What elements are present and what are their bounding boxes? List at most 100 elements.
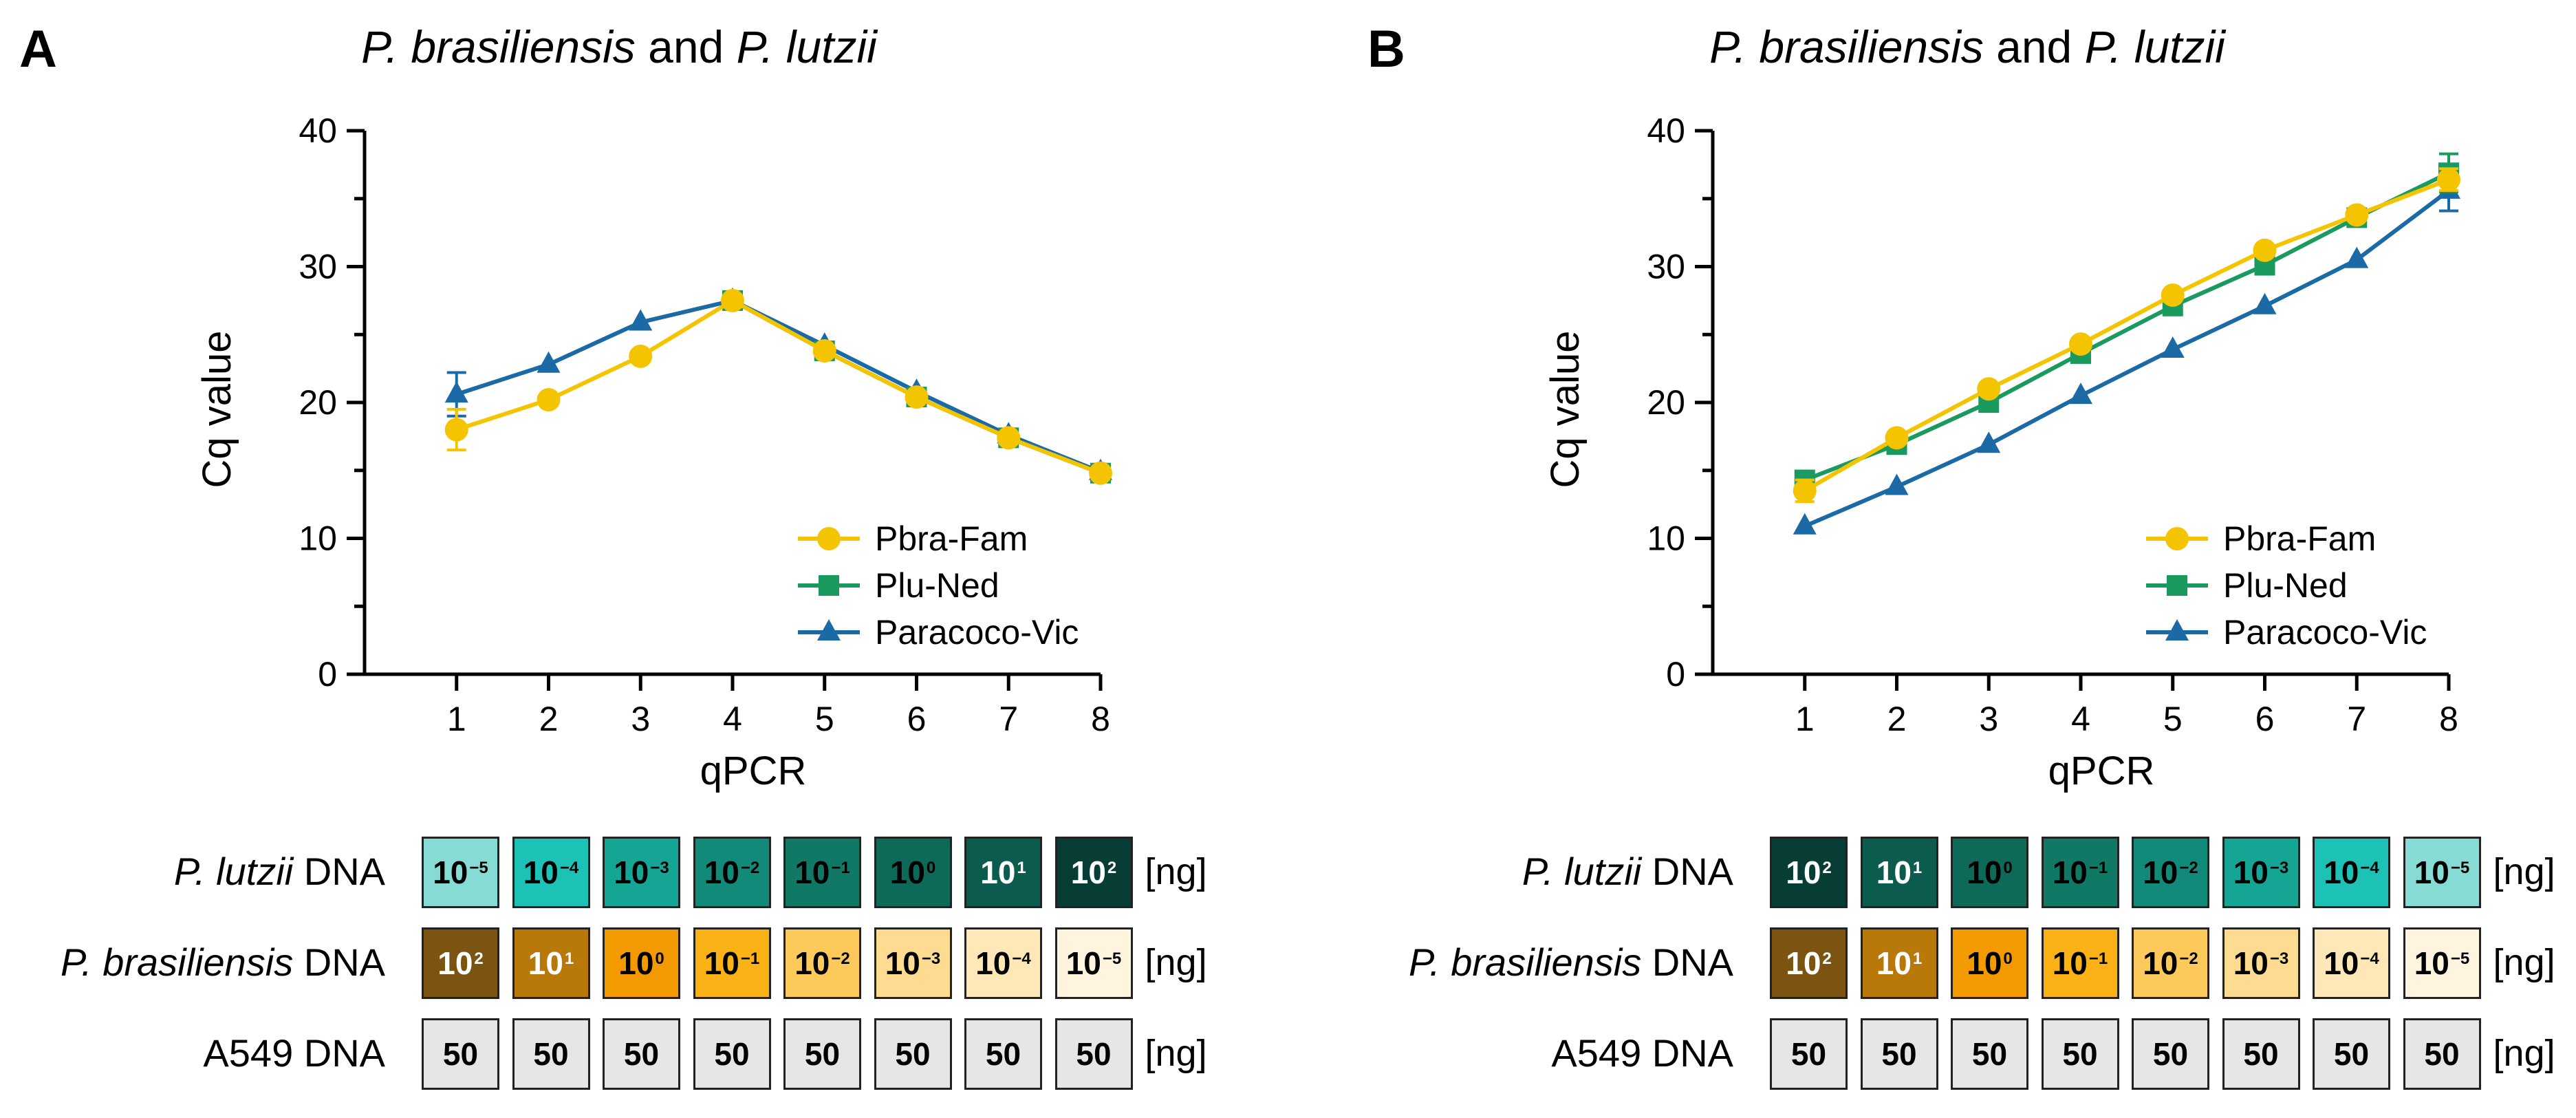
row-label-text: DNA — [293, 850, 385, 893]
unit-label: [ng] — [1145, 851, 1207, 892]
legend-label: Pbra-Fam — [2223, 519, 2376, 558]
y-tick-label: 30 — [299, 248, 337, 286]
cell-exponent: −5 — [469, 859, 488, 877]
dna-amount-cell: 10 −5 — [1054, 927, 1133, 999]
dna-amount-cell: 10 1 — [512, 927, 590, 999]
cell-base: 10 — [2414, 945, 2449, 981]
dna-amount-cell: 10 0 — [1951, 927, 2028, 999]
x-tick-label: 1 — [447, 700, 466, 738]
series-line — [455, 298, 1102, 474]
dna-amount-cell: 10 2 — [1770, 837, 1848, 908]
panel-letter: B — [1367, 20, 1405, 78]
data-point — [537, 351, 561, 373]
series-line — [455, 298, 1102, 475]
y-axis-label: Cq value — [1543, 331, 1588, 488]
dna-amount-cell: 50 — [693, 1018, 771, 1090]
legend-marker — [2165, 619, 2189, 641]
dna-amount-cell: 10 −2 — [2132, 837, 2209, 908]
row-label-text: A549 DNA — [203, 1031, 385, 1075]
cell-base: 50 — [895, 1036, 931, 1072]
cell-exponent: 0 — [2003, 949, 2013, 968]
cell-base: 50 — [533, 1036, 569, 1072]
dna-amount-cell: 10 −4 — [2313, 927, 2390, 999]
cell-exponent: −1 — [2088, 949, 2108, 968]
x-tick-label: 8 — [2439, 700, 2458, 738]
x-tick-label: 2 — [1887, 700, 1907, 738]
data-point — [1977, 377, 2001, 401]
dna-amount-cell: 10 −5 — [2403, 837, 2481, 908]
cell-base: 10 — [1070, 854, 1106, 890]
row-label-text: DNA — [293, 940, 385, 984]
dna-amount-cell: 10 0 — [1951, 837, 2028, 908]
row-label-text: DNA — [1641, 940, 1733, 984]
cell-exponent: −2 — [740, 859, 760, 877]
row-label-species: P. brasiliensis — [1408, 940, 1642, 984]
y-tick-label: 30 — [1647, 248, 1685, 286]
dna-amount-cell: 10 −3 — [2222, 837, 2300, 908]
x-tick-label: 4 — [2071, 700, 2090, 738]
dna-amount-cell: 50 — [1054, 1018, 1133, 1090]
row-label-text: DNA — [1641, 850, 1733, 893]
data-point — [1793, 479, 1817, 503]
dna-amount-cell: 50 — [2403, 1018, 2481, 1090]
data-point — [1793, 513, 1817, 535]
legend-label: Pbra-Fam — [875, 519, 1028, 558]
cell-base: 50 — [2424, 1036, 2460, 1072]
y-axis-label: Cq value — [195, 331, 239, 488]
data-point — [2069, 383, 2092, 405]
cell-exponent: −5 — [2450, 859, 2470, 877]
cell-base: 10 — [794, 854, 830, 890]
data-point — [537, 388, 561, 412]
title-and: and — [648, 21, 724, 72]
y-tick-label: 10 — [299, 519, 337, 558]
cell-base: 10 — [437, 945, 473, 981]
dna-amount-cell: 10 −2 — [2132, 927, 2209, 999]
cell-base: 50 — [442, 1036, 479, 1072]
cell-base: 10 — [885, 945, 920, 981]
dna-amount-cell: 50 — [1951, 1018, 2028, 1090]
data-point — [2161, 336, 2185, 358]
cell-base: 10 — [1876, 945, 1912, 981]
series-pbra-fam — [444, 288, 1112, 485]
data-point — [1977, 431, 2001, 453]
data-point — [721, 288, 744, 312]
y-tick-label: 20 — [1647, 383, 1685, 422]
y-tick-label: 40 — [299, 111, 337, 150]
dna-amount-cell: 10 −4 — [964, 927, 1042, 999]
cell-base: 50 — [2333, 1036, 2370, 1072]
cell-base: 50 — [2243, 1036, 2279, 1072]
x-tick-label: 2 — [539, 700, 559, 738]
cell-exponent: −4 — [1012, 949, 1031, 968]
data-point — [2161, 283, 2185, 307]
series-paracoco-vic — [444, 287, 1112, 480]
cell-base: 10 — [704, 945, 739, 981]
cell-base: 10 — [523, 854, 559, 890]
cell-base: 10 — [433, 854, 468, 890]
cell-exponent: −2 — [2179, 949, 2198, 968]
legend-label: Plu-Ned — [2223, 566, 2348, 605]
cell-base: 10 — [614, 854, 649, 890]
dna-amount-cell: 10 2 — [1054, 837, 1133, 908]
cell-base: 10 — [2143, 945, 2178, 981]
cell-exponent: −3 — [2269, 949, 2289, 968]
cell-base: 10 — [2052, 854, 2088, 890]
dna-amount-cell: 10 0 — [603, 927, 680, 999]
cell-base: 10 — [528, 945, 563, 981]
panel-letter: A — [19, 20, 57, 78]
dna-amount-cell: 10 2 — [1770, 927, 1848, 999]
cell-exponent: 0 — [2003, 859, 2013, 877]
legend: Pbra-Fam Plu-Ned Paracoco-Vic — [798, 519, 1079, 652]
row-label-species: P. lutzii — [1522, 850, 1642, 893]
data-point — [444, 418, 468, 442]
cell-exponent: −4 — [2360, 949, 2379, 968]
legend-marker — [817, 619, 841, 641]
dna-amount-cell: 50 — [1860, 1018, 1938, 1090]
cell-base: 50 — [714, 1036, 750, 1072]
cell-base: 10 — [2324, 945, 2359, 981]
cell-exponent: 0 — [655, 949, 664, 968]
data-point — [629, 309, 653, 331]
data-point — [1885, 426, 1909, 450]
cell-exponent: −1 — [831, 859, 850, 877]
data-point — [2069, 332, 2092, 356]
line-chart: 0 10 20 30 40 1 2 3 4 5 6 7 8 qPCR Cq value Pbra-Fam Plu… — [195, 111, 1112, 793]
